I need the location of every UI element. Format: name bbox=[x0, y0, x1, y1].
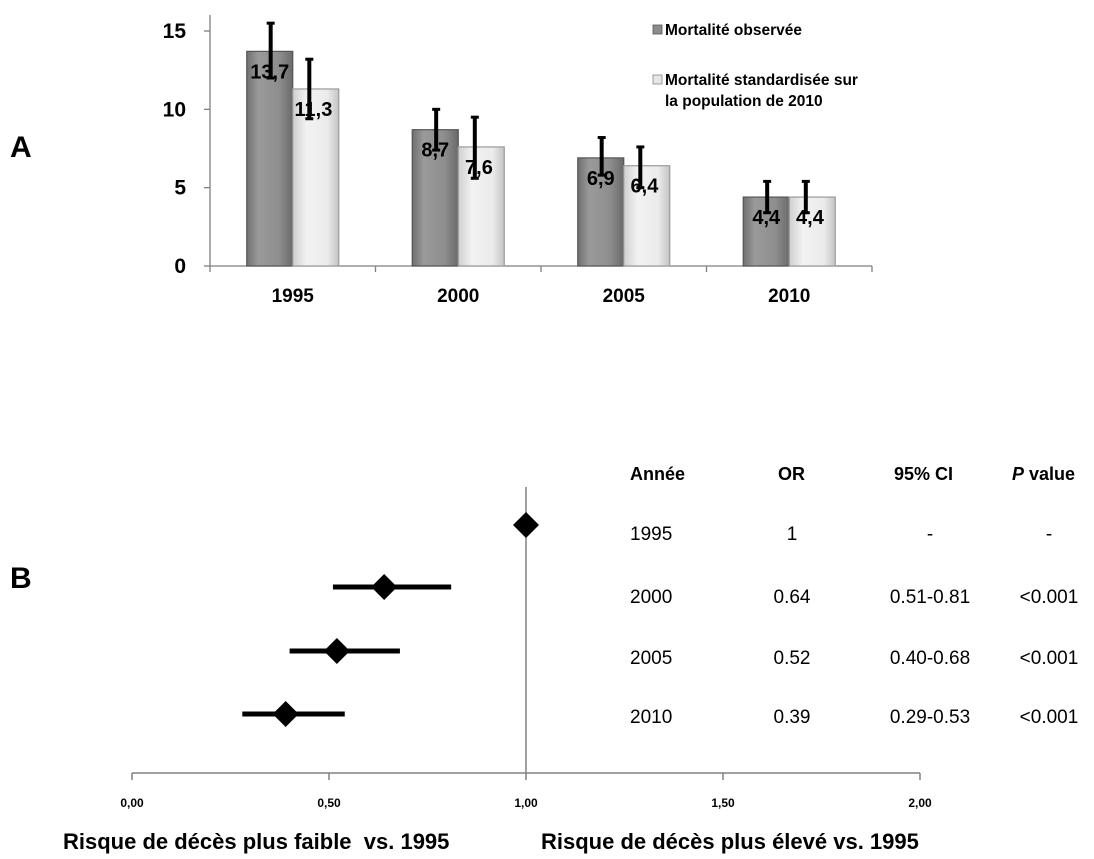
legend-label-observed: Mortalité observée bbox=[665, 22, 802, 39]
legend-swatch-standardized bbox=[652, 74, 663, 85]
caption-lower-risk: Risque de décès plus faible vs. 1995 bbox=[63, 829, 449, 854]
x-category-label: 2005 bbox=[603, 286, 646, 307]
odds-ratio-marker bbox=[272, 701, 299, 727]
odds-ratio-marker bbox=[323, 638, 350, 664]
data-label: 6,9 bbox=[587, 168, 615, 190]
forest-x-tick-label: 2,00 bbox=[908, 796, 932, 810]
header-ci: 95% CI bbox=[894, 464, 953, 484]
panel-a-letter: A bbox=[10, 131, 32, 164]
forest-plot: Année OR 95% CI P value 0,00 0,50 1,00 1,50… bbox=[63, 464, 1078, 854]
forest-x-tick-label: 1,00 bbox=[514, 796, 538, 810]
bar-standardized bbox=[457, 146, 505, 267]
bar-chart-axes: 0 5 10 15 1995 2000 2005 2010 bbox=[163, 15, 873, 307]
bar-chart-error-bars bbox=[266, 21, 810, 215]
forest-x-tick-label: 0,00 bbox=[120, 796, 144, 810]
forest-marks bbox=[242, 512, 539, 727]
or-cell: 0.52 bbox=[774, 648, 811, 669]
data-label: 8,7 bbox=[421, 140, 449, 162]
forest-table-header: Année OR 95% CI P value bbox=[630, 464, 1075, 484]
p-value-cell: <0.001 bbox=[1020, 648, 1079, 669]
bar-chart-marks bbox=[246, 50, 836, 267]
p-value-cell: <0.001 bbox=[1020, 587, 1079, 608]
year-cell: 2010 bbox=[630, 707, 672, 728]
bar-observed bbox=[577, 157, 625, 267]
ci-cell: - bbox=[927, 524, 933, 545]
or-cell: 1 bbox=[787, 524, 798, 545]
forest-table: 1995 1 - - 2000 0.64 0.51-0.81 <0.001 2005 0.52 0.… bbox=[630, 524, 1078, 728]
p-value-cell: - bbox=[1046, 524, 1052, 545]
data-label: 4,4 bbox=[752, 207, 781, 229]
data-label: 13,7 bbox=[250, 61, 289, 83]
ci-cell: 0.51-0.81 bbox=[890, 587, 970, 608]
odds-ratio-marker bbox=[371, 574, 398, 600]
header-or: OR bbox=[778, 464, 805, 484]
panel-b-letter: B bbox=[10, 562, 32, 595]
data-label: 6,4 bbox=[631, 176, 660, 198]
bar-chart: 0 5 10 15 1995 2000 2005 2010 13,7 11,3 8,7 7,6 6,9… bbox=[163, 15, 873, 307]
legend-swatch-observed bbox=[652, 24, 663, 35]
or-cell: 0.39 bbox=[774, 707, 811, 728]
or-cell: 0.64 bbox=[774, 587, 811, 608]
y-tick-label: 0 bbox=[174, 255, 186, 278]
bar-observed bbox=[411, 129, 459, 267]
legend-label-standardized-line-2: la population de 2010 bbox=[665, 93, 823, 110]
header-p-value: P value bbox=[1012, 464, 1075, 484]
x-category-label: 1995 bbox=[272, 286, 315, 307]
bar-standardized bbox=[623, 165, 671, 267]
odds-ratio-marker bbox=[513, 512, 539, 538]
y-tick-label: 10 bbox=[163, 98, 186, 121]
x-category-label: 2010 bbox=[768, 286, 810, 307]
year-cell: 2000 bbox=[630, 587, 672, 608]
bar-observed bbox=[246, 50, 294, 267]
bar-chart-data-labels: 13,7 11,3 8,7 7,6 6,9 6,4 4,4 4,4 bbox=[250, 61, 824, 229]
y-tick-label: 5 bbox=[174, 177, 186, 200]
caption-higher-risk: Risque de décès plus élevé vs. 1995 bbox=[541, 829, 919, 854]
data-label: 4,4 bbox=[796, 207, 825, 229]
data-label: 11,3 bbox=[295, 99, 333, 121]
y-tick-label: 15 bbox=[163, 20, 187, 43]
ci-cell: 0.29-0.53 bbox=[890, 707, 970, 728]
ci-cell: 0.40-0.68 bbox=[890, 648, 970, 669]
bar-chart-legend: Mortalité observée Mortalité standardisé… bbox=[652, 22, 858, 110]
data-label: 7,6 bbox=[465, 157, 493, 179]
bar-standardized bbox=[788, 196, 836, 267]
p-value-cell: <0.001 bbox=[1020, 707, 1079, 728]
legend-label-standardized-line-1: Mortalité standardisée sur bbox=[665, 72, 858, 89]
bar-standardized bbox=[292, 88, 340, 267]
header-year: Année bbox=[630, 464, 685, 484]
forest-x-tick-label: 1,50 bbox=[711, 796, 735, 810]
bar-observed bbox=[742, 196, 790, 267]
year-cell: 2005 bbox=[630, 648, 672, 669]
x-category-label: 2000 bbox=[437, 286, 479, 307]
forest-x-tick-label: 0,50 bbox=[317, 796, 341, 810]
year-cell: 1995 bbox=[630, 524, 672, 545]
